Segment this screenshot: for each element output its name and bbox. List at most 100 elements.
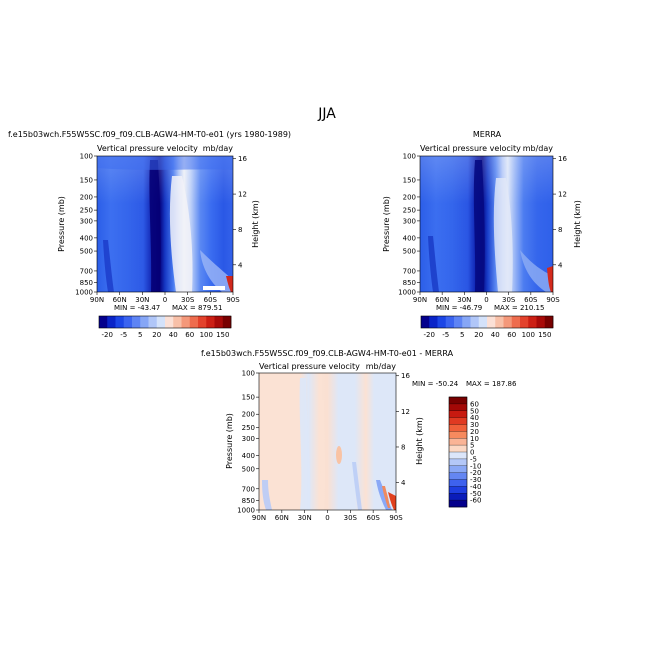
y2-tick-label: 16 — [238, 155, 247, 163]
colorbar-swatch — [189, 316, 199, 328]
colorbar-swatch — [449, 403, 467, 412]
y-tick-label: 300 — [80, 217, 93, 225]
colorbar-label: 40 — [470, 414, 479, 422]
y-tick-label: 150 — [80, 176, 93, 184]
colorbar-swatch — [123, 316, 133, 328]
x-tick-label: 90N — [90, 296, 104, 304]
y-tick-label: 500 — [242, 465, 255, 473]
colorbar-swatch — [449, 500, 467, 508]
y2-tick-label: 4 — [238, 261, 243, 269]
colorbar-swatch — [536, 316, 546, 328]
y2-tick-label: 12 — [401, 408, 410, 416]
panel-merra-heading: MERRA — [473, 130, 502, 139]
colorbar-label: -20 — [102, 331, 113, 339]
y-tick-label: 700 — [80, 267, 93, 275]
colorbar-swatch — [156, 316, 166, 328]
y-tick-label: 400 — [80, 234, 93, 242]
panel-model-colorbar: -20 -5 5 20 40 60 100 150 — [98, 315, 232, 339]
colorbar-label: 5 — [460, 331, 464, 339]
panel-diff-min: MIN = -50.24 — [412, 380, 459, 388]
y-tick-label: 500 — [80, 248, 93, 256]
y-tick-label: 150 — [242, 394, 255, 402]
colorbar-swatch — [449, 479, 467, 487]
colorbar-swatch — [462, 316, 471, 328]
panel-diff-ylabel: Pressure (mb) — [225, 413, 234, 469]
y-tick-label: 200 — [80, 193, 93, 201]
y2-tick-label: 4 — [558, 261, 563, 269]
colorbar-swatch — [478, 316, 488, 328]
colorbar-swatch — [495, 316, 504, 328]
colorbar-swatch — [165, 316, 174, 328]
colorbar-label: -40 — [470, 483, 481, 491]
panel-merra-units: mb/day — [523, 144, 554, 153]
colorbar-swatch — [528, 316, 537, 328]
y-tick-label: 500 — [403, 248, 416, 256]
colorbar-label: 5 — [138, 331, 142, 339]
x-tick-label: 90S — [546, 296, 560, 304]
y2-tick-label: 12 — [238, 191, 247, 199]
colorbar-swatch — [206, 316, 215, 328]
x-tick-label: 0 — [325, 514, 329, 522]
panel-merra-axis-ticks: 90N 60N 30N 0 30S 60S 90S 100 150 200 250 300 400 500… — [398, 153, 567, 305]
colorbar-label: 0 — [470, 449, 474, 457]
y-tick-label: 1000 — [398, 289, 416, 297]
panel-diff-left-title: Vertical pressure velocity — [259, 362, 360, 371]
colorbar-label: -60 — [470, 497, 481, 505]
y2-tick-label: 4 — [401, 479, 406, 487]
x-tick-label: 60N — [275, 514, 289, 522]
colorbar-label: 10 — [470, 435, 479, 443]
colorbar-swatch — [173, 316, 182, 328]
y-tick-label: 400 — [242, 452, 255, 460]
panel-merra-y2label: Height (km) — [573, 200, 582, 248]
colorbar-swatch — [107, 316, 116, 328]
y2-tick-label: 8 — [558, 226, 562, 234]
colorbar-label: 30 — [470, 421, 479, 429]
panel-diff-units: mb/day — [366, 362, 397, 371]
x-tick-label: 0 — [484, 296, 488, 304]
y-tick-label: 250 — [403, 207, 416, 215]
panel-merra-colorbar: -20 -5 5 20 40 60 100 150 — [420, 315, 554, 339]
colorbar-swatch — [449, 410, 467, 418]
colorbar-swatch — [449, 458, 467, 467]
colorbar-swatch — [449, 465, 467, 473]
y-tick-label: 250 — [242, 424, 255, 432]
colorbar-label: 20 — [474, 331, 483, 339]
y-tick-label: 850 — [242, 497, 255, 505]
y-tick-label: 200 — [403, 193, 416, 201]
colorbar-swatch — [511, 316, 521, 328]
colorbar-swatch — [449, 417, 467, 425]
colorbar-swatch — [449, 431, 467, 439]
panel-model-min: MIN = -43.47 — [114, 304, 160, 312]
x-tick-label: 90S — [226, 296, 240, 304]
y-tick-label: 200 — [242, 411, 255, 419]
colorbar-label: 20 — [152, 331, 161, 339]
colorbar-swatch — [198, 316, 207, 328]
y2-tick-label: 16 — [401, 372, 410, 380]
panel-model-axis-ticks: 90N 60N 30N 0 30S 60S 90S 100 150 200 250 300 400 500… — [75, 153, 247, 305]
colorbar-swatch — [487, 316, 496, 328]
panel-diff-field — [259, 373, 396, 510]
panel-merra-ylabel: Pressure (mb) — [382, 196, 391, 252]
x-tick-label: 30N — [457, 296, 471, 304]
colorbar-swatch — [222, 316, 232, 328]
colorbar-label: -5 — [442, 331, 449, 339]
colorbar-swatch — [449, 438, 467, 446]
x-tick-label: 90S — [389, 514, 403, 522]
y2-tick-label: 16 — [558, 155, 567, 163]
y-tick-label: 700 — [403, 267, 416, 275]
colorbar-swatch — [115, 316, 125, 328]
y2-tick-label: 8 — [238, 226, 242, 234]
y-tick-label: 300 — [403, 217, 416, 225]
colorbar-label: 40 — [491, 331, 500, 339]
x-tick-label: 30N — [135, 296, 149, 304]
colorbar-swatch — [503, 316, 513, 328]
colorbar-swatch — [449, 424, 467, 432]
x-tick-label: 60S — [366, 514, 380, 522]
panel-model-left-title: Vertical pressure velocity — [97, 144, 198, 153]
x-tick-label: 90N — [413, 296, 427, 304]
panel-model-heading: f.e15b03wch.F55W5SC.f09_f09.CLB-AGW4-HM-… — [8, 130, 291, 139]
x-tick-label: 60S — [204, 296, 218, 304]
y-tick-label: 300 — [242, 435, 255, 443]
y-tick-label: 850 — [80, 279, 93, 287]
